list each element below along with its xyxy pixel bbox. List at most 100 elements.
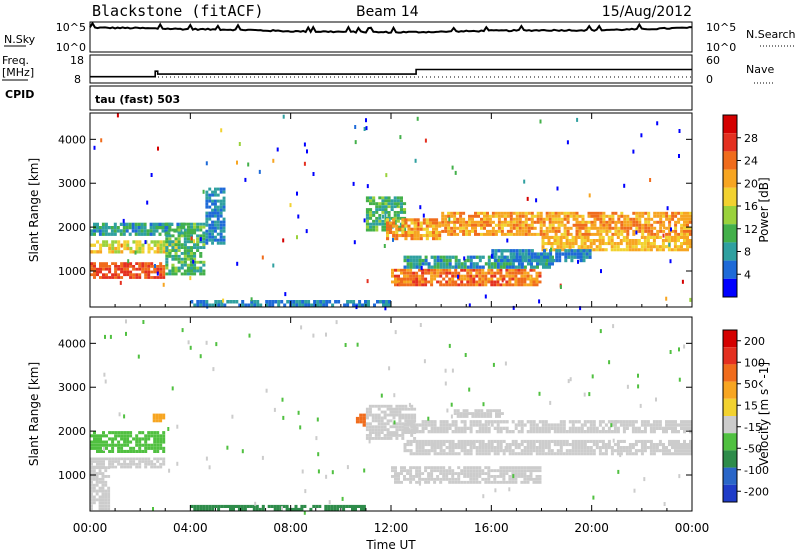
- heatmap-cell: [243, 504, 247, 508]
- heatmap-cell: [93, 232, 96, 236]
- heatmap-cell: [359, 413, 363, 417]
- heatmap-cell: [601, 235, 605, 239]
- heatmap-cell: [497, 217, 501, 221]
- heatmap-cell: [551, 217, 555, 221]
- heatmap-cell: [530, 211, 534, 215]
- heatmap-cell: [129, 457, 133, 461]
- heatmap-cell: [598, 248, 602, 252]
- heatmap-cell: [587, 220, 591, 224]
- heatmap-cell: [193, 504, 197, 508]
- heatmap-scatter-point: [354, 140, 357, 145]
- heatmap-cell: [499, 449, 503, 453]
- heatmap-cell: [114, 431, 118, 435]
- heatmap-cell: [436, 446, 440, 450]
- heatmap-cell: [486, 214, 489, 218]
- heatmap-cell: [543, 252, 546, 256]
- heatmap-cell: [436, 452, 440, 456]
- heatmap-scatter-point: [241, 449, 244, 454]
- heatmap-cell: [369, 202, 373, 206]
- heatmap-scatter-point: [588, 193, 591, 198]
- heatmap-cell: [384, 196, 388, 200]
- heatmap-cell: [668, 423, 671, 427]
- heatmap-cell: [147, 276, 151, 279]
- heatmap-cell: [93, 222, 96, 226]
- heatmap-cell: [475, 262, 479, 266]
- heatmap-cell: [183, 243, 187, 247]
- heatmap-cell: [462, 229, 466, 233]
- heatmap-cell: [123, 449, 127, 453]
- heatmap-cell: [454, 430, 458, 434]
- heatmap-cell: [547, 446, 551, 450]
- heatmap-cell: [598, 242, 602, 246]
- heatmap-cell: [601, 426, 605, 430]
- heatmap-cell: [559, 452, 563, 456]
- heatmap-cell: [409, 258, 413, 263]
- heatmap-cell: [96, 449, 99, 453]
- heatmap-cell: [459, 214, 463, 218]
- heatmap-scatter-point: [168, 468, 171, 473]
- heatmap-cell: [686, 423, 689, 427]
- heatmap-cell: [623, 226, 627, 230]
- heatmap-cell: [667, 248, 671, 252]
- heatmap-cell: [395, 428, 399, 432]
- heatmap-cell: [104, 489, 108, 493]
- heatmap-cell: [466, 439, 470, 443]
- heatmap-cell: [117, 457, 121, 461]
- heatmap-scatter-point: [670, 227, 672, 232]
- heatmap-cell: [445, 472, 449, 475]
- heatmap-cell: [105, 457, 108, 461]
- heatmap-cell: [374, 425, 378, 429]
- heatmap-cell: [559, 430, 563, 434]
- heatmap-cell: [533, 265, 536, 269]
- heatmap-cell: [102, 449, 105, 453]
- heatmap-cell: [432, 218, 436, 222]
- heatmap-cell: [120, 431, 124, 435]
- heatmap-cell: [442, 469, 446, 473]
- heatmap-cell: [527, 252, 531, 256]
- heatmap-scatter-point: [303, 510, 306, 515]
- heatmap-cell: [656, 232, 660, 236]
- heatmap-cell: [450, 232, 454, 236]
- heatmap-cell: [99, 434, 102, 438]
- heatmap-cell: [497, 249, 501, 253]
- heatmap-cell: [403, 469, 406, 473]
- heatmap-cell: [586, 426, 590, 430]
- heatmap-cell: [511, 439, 515, 443]
- heatmap-cell: [680, 232, 684, 236]
- heatmap-cell: [428, 224, 432, 228]
- heatmap-cell: [468, 214, 471, 218]
- heatmap-cell: [162, 413, 166, 417]
- heatmap-cell: [514, 466, 518, 470]
- heatmap-cell: [518, 220, 522, 224]
- heatmap-cell: [171, 257, 175, 261]
- heatmap-cell: [424, 258, 428, 263]
- heatmap-cell: [427, 452, 431, 456]
- heatmap-cell: [616, 439, 620, 443]
- heatmap-cell: [680, 423, 683, 427]
- heatmap-cell: [107, 498, 111, 502]
- heatmap-cell: [108, 437, 112, 441]
- heatmap-cell: [259, 303, 263, 307]
- heatmap-cell: [626, 217, 630, 221]
- heatmap-cell: [375, 205, 379, 209]
- heatmap-cell: [265, 303, 269, 307]
- heatmap-cell: [96, 270, 99, 274]
- heatmap-cell: [406, 274, 410, 278]
- heatmap-cell: [462, 226, 466, 230]
- heatmap-cell: [577, 449, 581, 453]
- heatmap-cell: [498, 409, 501, 413]
- heatmap-cell: [457, 472, 461, 475]
- heatmap-cell: [214, 235, 217, 239]
- heatmap-cell: [469, 426, 473, 430]
- heatmap-cell: [680, 217, 684, 221]
- heatmap-cell: [374, 413, 378, 417]
- heatmap-cell: [592, 242, 596, 246]
- heatmap-cell: [401, 227, 405, 231]
- heatmap-cell: [101, 489, 105, 493]
- heatmap-cell: [469, 423, 473, 427]
- heatmap-cell: [565, 235, 569, 239]
- heatmap-scatter-point: [254, 501, 257, 506]
- heatmap-cell: [108, 462, 112, 466]
- heatmap-scatter-point: [612, 438, 615, 443]
- heatmap-cell: [505, 449, 509, 453]
